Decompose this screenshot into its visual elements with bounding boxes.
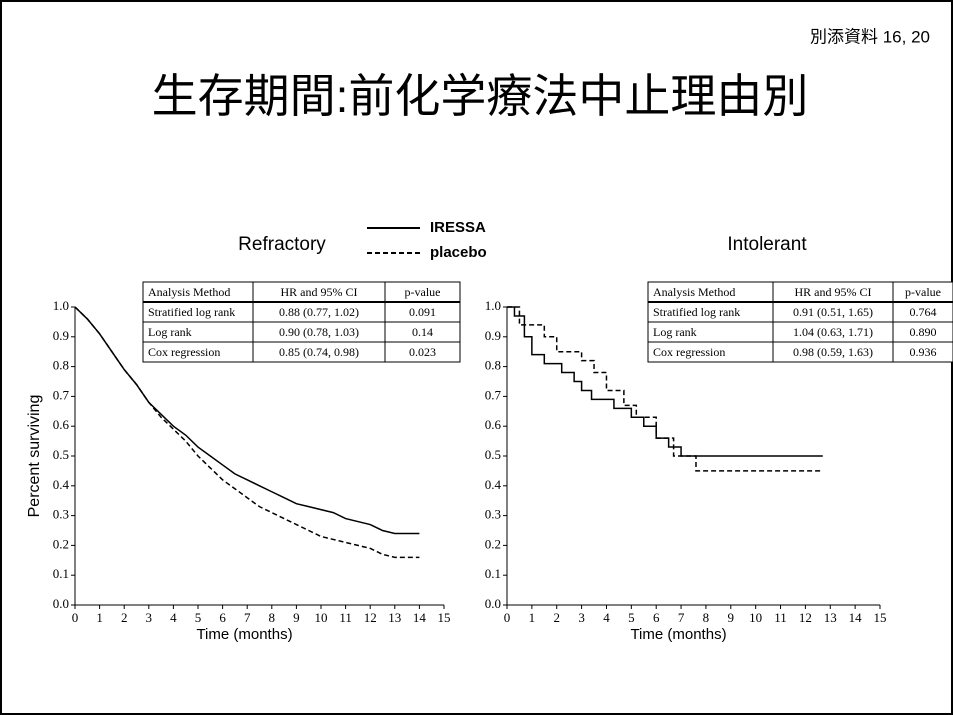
y-tick-label: 0.8 (485, 358, 501, 373)
x-tick-label: 0 (504, 610, 511, 625)
x-tick-label: 1 (529, 610, 536, 625)
table-cell: Cox regression (148, 345, 220, 359)
x-axis-label: Time (months) (196, 626, 292, 643)
chart-title: Refractory (238, 234, 326, 255)
x-tick-label: 4 (603, 610, 610, 625)
x-tick-label: 6 (219, 610, 226, 625)
table-header: HR and 95% CI (795, 285, 872, 299)
table-cell: 0.88 (0.77, 1.02) (279, 305, 359, 319)
table-cell: 0.14 (412, 325, 433, 339)
table-cell: 0.91 (0.51, 1.65) (793, 305, 873, 319)
x-tick-label: 6 (653, 610, 660, 625)
reference: 別添資料 16, 20 (810, 27, 930, 46)
table-cell: 0.023 (409, 345, 436, 359)
x-tick-label: 10 (749, 610, 762, 625)
y-tick-label: 0.5 (485, 447, 501, 462)
x-tick-label: 7 (244, 610, 251, 625)
x-tick-label: 9 (293, 610, 300, 625)
y-tick-label: 1.0 (53, 298, 69, 313)
x-tick-label: 3 (146, 610, 153, 625)
x-axis-label: Time (months) (630, 626, 726, 643)
x-tick-label: 14 (849, 610, 863, 625)
x-tick-label: 12 (364, 610, 377, 625)
y-axis-label: Percent surviving (26, 395, 43, 518)
chart-title: Intolerant (727, 234, 807, 255)
y-tick-label: 1.0 (485, 298, 501, 313)
x-tick-label: 12 (799, 610, 812, 625)
x-tick-label: 5 (628, 610, 635, 625)
table-cell: 0.764 (910, 305, 937, 319)
y-tick-label: 0.2 (53, 536, 69, 551)
table-cell: 0.98 (0.59, 1.63) (793, 345, 873, 359)
x-tick-label: 0 (72, 610, 79, 625)
x-tick-label: 3 (578, 610, 585, 625)
y-tick-label: 0.2 (485, 536, 501, 551)
y-tick-label: 0.6 (485, 417, 502, 432)
x-tick-label: 9 (728, 610, 735, 625)
x-tick-label: 7 (678, 610, 685, 625)
x-tick-label: 1 (96, 610, 103, 625)
legend-label: IRESSA (430, 219, 486, 236)
y-tick-label: 0.7 (53, 387, 70, 402)
x-tick-label: 4 (170, 610, 177, 625)
table-cell: 0.90 (0.78, 1.03) (279, 325, 359, 339)
slide-title: 生存期間:前化学療法中止理由別 (152, 70, 809, 122)
x-tick-label: 2 (121, 610, 128, 625)
survival-curve (74, 306, 420, 559)
table-cell: 1.04 (0.63, 1.71) (793, 325, 873, 339)
table-cell: Stratified log rank (148, 305, 235, 319)
y-tick-label: 0.4 (53, 477, 70, 492)
x-tick-label: 13 (388, 610, 401, 625)
y-tick-label: 0.0 (53, 596, 69, 611)
y-tick-label: 0.0 (485, 596, 501, 611)
table-cell: Stratified log rank (653, 305, 740, 319)
x-tick-label: 15 (438, 610, 451, 625)
table-cell: Log rank (148, 325, 192, 339)
table-header: HR and 95% CI (281, 285, 358, 299)
x-tick-label: 8 (269, 610, 276, 625)
y-tick-label: 0.9 (485, 328, 501, 343)
survival-curve (507, 306, 823, 472)
table-cell: 0.85 (0.74, 0.98) (279, 345, 359, 359)
table-cell: Log rank (653, 325, 697, 339)
y-tick-label: 0.9 (53, 328, 69, 343)
y-tick-label: 0.8 (53, 358, 69, 373)
x-tick-label: 13 (824, 610, 837, 625)
y-tick-label: 0.4 (485, 477, 502, 492)
table-header: p-value (405, 285, 441, 299)
legend-label: placebo (430, 244, 487, 261)
x-tick-label: 11 (774, 610, 787, 625)
table-header: p-value (905, 285, 941, 299)
table-cell: Cox regression (653, 345, 725, 359)
table-cell: 0.936 (910, 345, 937, 359)
x-tick-label: 15 (874, 610, 887, 625)
x-tick-label: 11 (339, 610, 352, 625)
y-tick-label: 0.3 (485, 507, 501, 522)
x-tick-label: 10 (315, 610, 328, 625)
y-tick-label: 0.7 (485, 387, 502, 402)
x-tick-label: 2 (553, 610, 560, 625)
table-header: Analysis Method (653, 285, 735, 299)
x-tick-label: 5 (195, 610, 202, 625)
y-tick-label: 0.6 (53, 417, 70, 432)
table-cell: 0.091 (409, 305, 436, 319)
x-tick-label: 14 (413, 610, 427, 625)
y-tick-label: 0.3 (53, 507, 69, 522)
x-tick-label: 8 (703, 610, 710, 625)
y-tick-label: 0.1 (53, 566, 69, 581)
table-cell: 0.890 (910, 325, 937, 339)
table-header: Analysis Method (148, 285, 230, 299)
y-tick-label: 0.1 (485, 566, 501, 581)
y-tick-label: 0.5 (53, 447, 69, 462)
